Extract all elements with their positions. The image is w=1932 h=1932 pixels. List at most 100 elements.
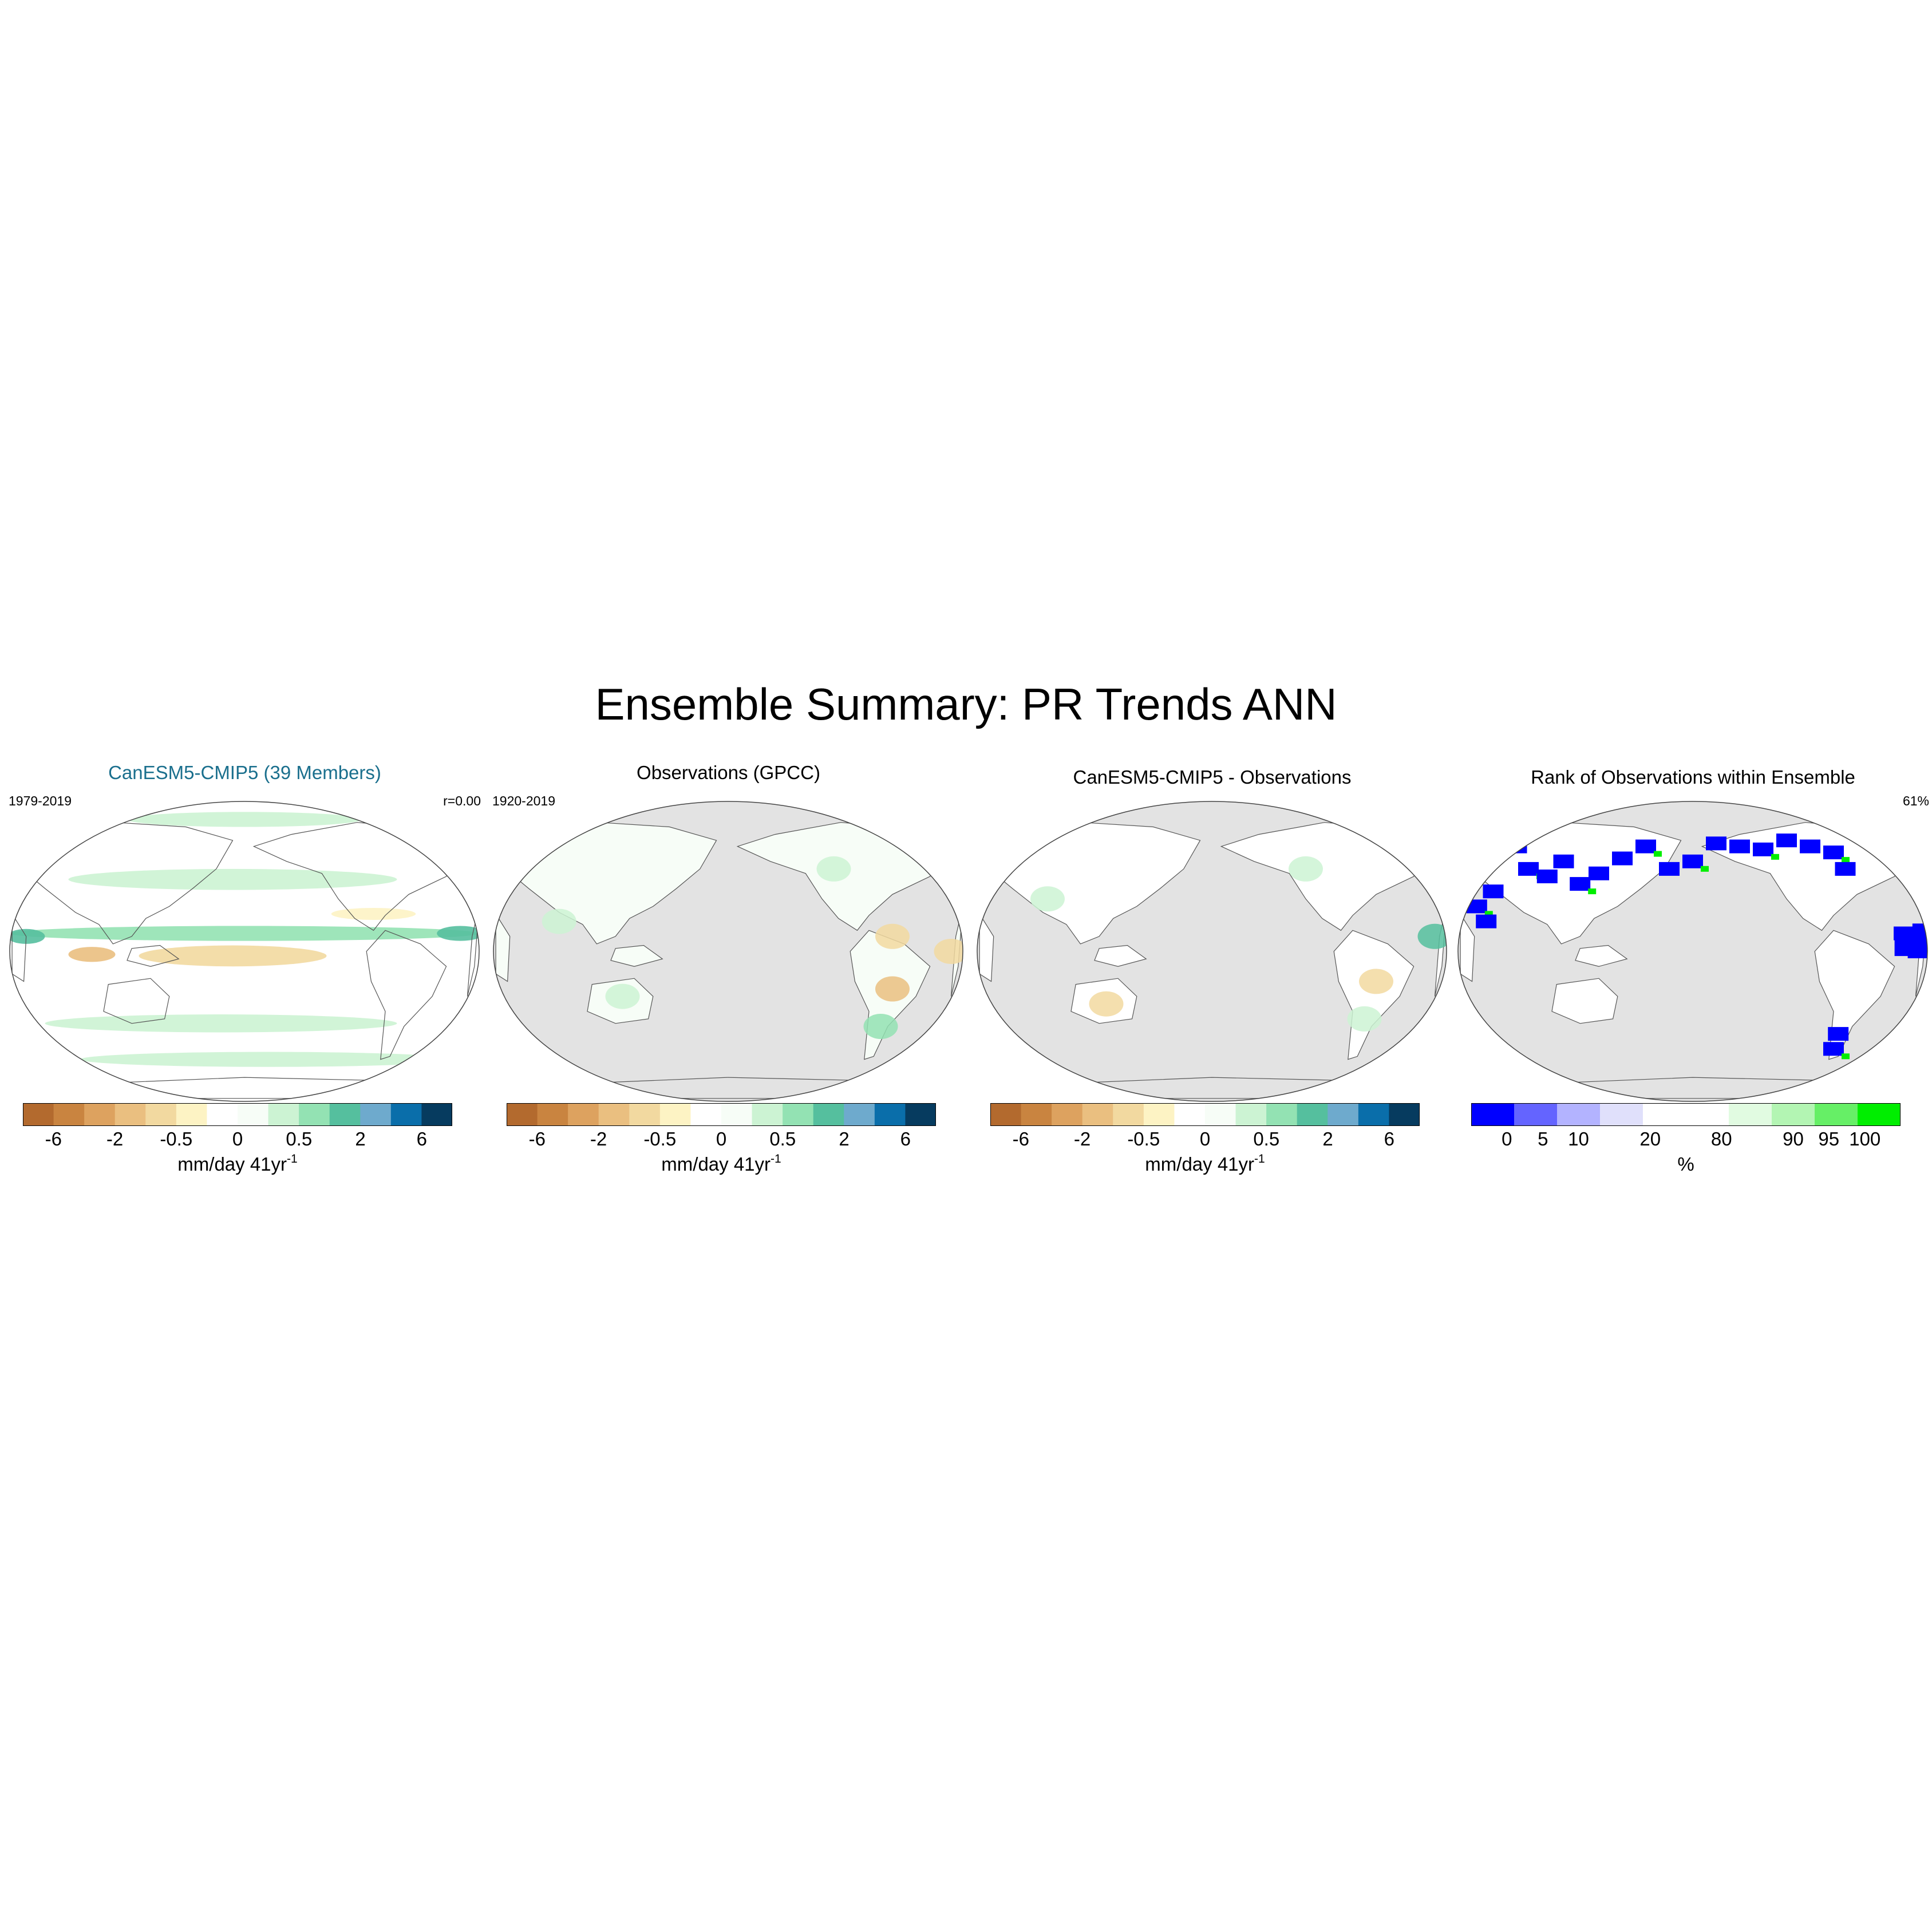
trend-western-pacific-dry xyxy=(68,947,116,962)
colorbar-box xyxy=(1052,1103,1083,1126)
trend-patch xyxy=(1289,856,1323,882)
colorbar-box xyxy=(1205,1103,1236,1126)
colorbar-box xyxy=(1600,1103,1643,1126)
trend-south-pacific xyxy=(45,1014,397,1033)
colorbar-box xyxy=(659,1103,692,1126)
coastline-greenland xyxy=(1399,807,1443,841)
trend-southern-ocean xyxy=(80,1052,456,1067)
trend-patch xyxy=(875,923,910,949)
rank-cell xyxy=(1701,866,1709,872)
unit-exponent: -1 xyxy=(1254,1152,1265,1165)
colorbar-box xyxy=(1174,1103,1206,1126)
colorbar-outline xyxy=(23,1103,452,1126)
colorbar-tick-label: 0.5 xyxy=(286,1128,313,1149)
rank-cell xyxy=(1842,1053,1850,1060)
colorbar-tick-label: 20 xyxy=(1639,1128,1661,1149)
colorbar-box xyxy=(629,1103,661,1126)
rank-cell xyxy=(1823,1042,1844,1056)
trend-patch xyxy=(542,908,576,934)
colorbar-outline xyxy=(1471,1103,1901,1126)
coastline-australia xyxy=(1551,978,1618,1024)
trend-patch xyxy=(934,939,963,964)
colorbar-tick-label: 0 xyxy=(1199,1128,1211,1149)
trend-arctic xyxy=(127,812,362,827)
panel-rank: Rank of Observations within Ensemble 61%… xyxy=(1451,761,1932,1175)
colorbar-box xyxy=(1772,1103,1815,1126)
colorbar-unit: mm/day 41yr-1 xyxy=(507,1148,936,1176)
colorbar-tick-label: 2 xyxy=(1322,1128,1333,1149)
colorbar-tick-label: 0.5 xyxy=(769,1128,796,1149)
colorbar-box xyxy=(1235,1103,1267,1126)
colorbar-ticks: -6 -2 -0.5 0 0.5 2 6 xyxy=(507,1128,936,1153)
colorbar-box xyxy=(813,1103,844,1126)
colorbar-tick-label: 90 xyxy=(1783,1128,1804,1149)
rank-cell xyxy=(1753,842,1773,856)
colorbar-box xyxy=(568,1103,599,1126)
map-observed-trend xyxy=(493,801,963,1102)
trend-itcz xyxy=(10,926,479,941)
colorbar-box xyxy=(299,1103,330,1126)
unit-label: % xyxy=(1677,1153,1694,1175)
colorbar-box xyxy=(145,1103,177,1126)
colorbar-box xyxy=(1327,1103,1359,1126)
colorbar-box xyxy=(53,1103,85,1126)
trend-north-pacific xyxy=(68,868,397,890)
coastline-africa-west xyxy=(495,912,511,982)
colorbar-tick-label: 100 xyxy=(1849,1128,1881,1149)
coastline-maritime-continent xyxy=(610,945,663,967)
trend-patch xyxy=(1359,969,1393,994)
rank-cell xyxy=(1553,854,1574,868)
rank-cell xyxy=(1589,866,1609,880)
colorbar-tick-label: -6 xyxy=(528,1128,546,1149)
panel-title: CanESM5-CMIP5 (39 Members) xyxy=(108,762,381,783)
rank-cell xyxy=(1612,851,1633,866)
rank-cell xyxy=(1518,862,1539,876)
colorbar-box xyxy=(507,1103,538,1126)
colorbar-tick-label: 2 xyxy=(839,1128,850,1149)
colorbar-box xyxy=(329,1103,361,1126)
unit-exponent: -1 xyxy=(287,1152,298,1165)
panel-title: CanESM5-CMIP5 - Observations xyxy=(1073,767,1352,788)
map-content xyxy=(977,801,1447,1101)
coastline-south-america xyxy=(366,930,447,1060)
coastline-greenland xyxy=(915,807,959,841)
colorbar-box xyxy=(752,1103,783,1126)
colorbar xyxy=(990,1103,1420,1126)
colorbar-box xyxy=(990,1103,1022,1126)
map-content xyxy=(10,801,479,1101)
colorbar-tick-label: -2 xyxy=(106,1128,124,1149)
colorbar-box xyxy=(238,1103,269,1126)
colorbar-tick-label: 0 xyxy=(716,1128,727,1149)
trend-patch xyxy=(1030,886,1065,912)
coastline-asia xyxy=(21,822,234,945)
rank-cell xyxy=(1654,851,1662,857)
coastline-maritime-continent xyxy=(127,945,180,967)
colorbar-box xyxy=(176,1103,208,1126)
trend-patch xyxy=(1347,1006,1382,1032)
coastline-greenland xyxy=(1880,807,1923,841)
colorbar-box xyxy=(268,1103,299,1126)
panel-title: Rank of Observations within Ensemble xyxy=(1531,767,1855,788)
colorbar-box xyxy=(1686,1103,1729,1126)
trend-patch xyxy=(1089,991,1124,1017)
colorbar-box xyxy=(390,1103,422,1126)
colorbar-tick-label: -6 xyxy=(45,1128,62,1149)
coastline-greenland xyxy=(432,807,475,841)
rank-cell xyxy=(1570,877,1591,891)
map-rank xyxy=(1457,801,1928,1102)
colorbar xyxy=(23,1103,452,1126)
colorbar-box xyxy=(421,1103,452,1126)
coastline-australia xyxy=(103,978,170,1024)
rank-cell xyxy=(1823,846,1844,860)
coastline-africa-west xyxy=(11,912,27,982)
colorbar-tick-label: -6 xyxy=(1012,1128,1029,1149)
colorbar-box xyxy=(1514,1103,1558,1126)
map-border xyxy=(9,801,480,1102)
colorbar xyxy=(1471,1103,1901,1126)
colorbar-tick-label: -0.5 xyxy=(1127,1128,1160,1149)
panel-difference: CanESM5-CMIP5 - Observations -6 -2 -0.5 0 0.… xyxy=(970,761,1454,1175)
colorbar-tick-label: -0.5 xyxy=(643,1128,677,1149)
rank-cell xyxy=(1466,899,1487,914)
colorbar-box xyxy=(598,1103,630,1126)
colorbar-box xyxy=(1297,1103,1328,1126)
